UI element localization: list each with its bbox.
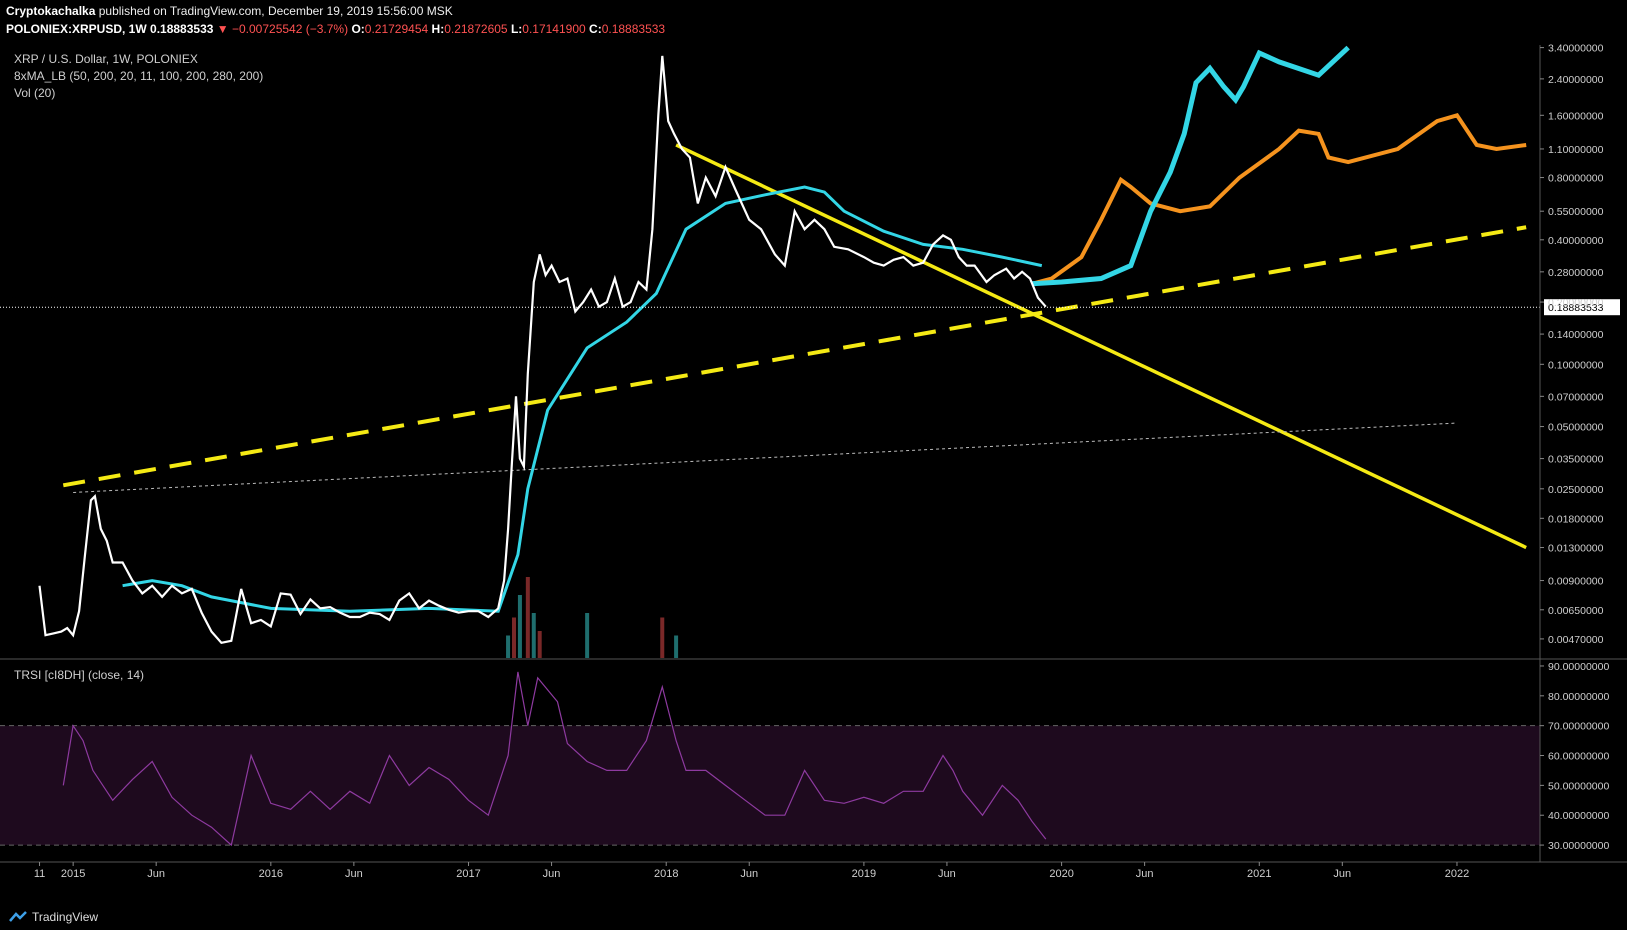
rsi-legend[interactable]: TRSI [cI8DH] (close, 14) — [14, 668, 145, 682]
price-tick-label: 0.80000000 — [1548, 173, 1604, 185]
brand-text: TradingView — [32, 910, 99, 924]
price-tick-label: 0.00900000 — [1548, 576, 1604, 588]
rsi-tick-label: 30.00000000 — [1548, 840, 1609, 852]
price-tick-label: 0.20000000 — [1548, 297, 1604, 309]
price-tick-label: 3.40000000 — [1548, 43, 1604, 55]
price-tick-label: 1.60000000 — [1548, 110, 1604, 122]
chart-title: XRP / U.S. Dollar, 1W, POLONIEX — [14, 52, 198, 66]
rsi-band — [0, 725, 1540, 846]
close-label: C: — [589, 22, 602, 36]
vol-legend[interactable]: Vol (20) — [14, 86, 56, 100]
low-value: 0.17141900 — [522, 22, 586, 36]
author-name[interactable]: Cryptokachalka — [6, 4, 96, 18]
volume-bar — [585, 613, 590, 658]
time-tick-label: Jun — [1333, 868, 1351, 880]
price-tick-label: 0.03500000 — [1548, 454, 1604, 466]
trendline — [62, 225, 1527, 488]
volume-bar — [506, 635, 511, 658]
time-tick-label: Jun — [345, 868, 363, 880]
time-tick-label: 2017 — [456, 868, 480, 880]
price-tick-label: 0.28000000 — [1548, 267, 1604, 279]
low-label: L: — [510, 22, 523, 36]
symbol-label: POLONIEX:XRPUSD, 1W — [6, 22, 147, 36]
price-tick-label: 0.00650000 — [1548, 605, 1604, 617]
time-tick-label: 2015 — [61, 868, 85, 880]
time-tick-label: 2020 — [1049, 868, 1073, 880]
rsi-tick-label: 90.00000000 — [1548, 661, 1609, 673]
rsi-pane[interactable] — [0, 671, 1540, 847]
open-label: O: — [351, 22, 365, 36]
price-tick-label: 0.07000000 — [1548, 391, 1604, 403]
axes: 0.18883533 3.40000000 2.40000000 1.60000000… — [0, 43, 1627, 880]
last-price-tag — [1544, 299, 1620, 316]
price-tick-label: 0.40000000 — [1548, 235, 1604, 247]
price-tick-label: 0.00470000 — [1548, 634, 1604, 646]
close-value: 0.18883533 — [601, 22, 666, 36]
time-tick-label: 2021 — [1247, 868, 1271, 880]
footer-brand[interactable]: TradingView — [8, 910, 98, 924]
time-tick-label: 2018 — [654, 868, 678, 880]
publish-header: Cryptokachalka published on TradingView.… — [6, 4, 453, 18]
high-label: H: — [431, 22, 445, 36]
price-tick-label: 0.01800000 — [1548, 513, 1604, 525]
rsi-tick-label: 50.00000000 — [1548, 780, 1609, 792]
high-value: 0.21872605 — [444, 22, 508, 36]
main-price-pane[interactable] — [0, 45, 1540, 658]
time-tick-label: Jun — [543, 868, 561, 880]
price-tick-label: 1.10000000 — [1548, 144, 1604, 156]
time-tick-label: Jun — [938, 868, 956, 880]
price-tick-label: 0.55000000 — [1548, 206, 1604, 218]
time-tick-label: 2022 — [1445, 868, 1469, 880]
price-change: ▼ −0.00725542 (−3.7%) — [216, 22, 349, 36]
time-tick-label: 2016 — [259, 868, 283, 880]
rsi-line — [62, 671, 1047, 847]
publish-info: published on TradingView.com, December 1… — [98, 4, 453, 18]
volume-bar — [674, 635, 679, 658]
trendline — [675, 143, 1527, 550]
volume-bar — [517, 595, 522, 658]
open-value: 0.21729454 — [364, 22, 429, 36]
volume-bar — [537, 631, 542, 658]
ma-cyan-line — [122, 185, 1043, 613]
ohlc-header: POLONIEX:XRPUSD, 1W 0.18883533 ▼ −0.0072… — [6, 22, 665, 36]
price-tick-label: 2.40000000 — [1548, 74, 1604, 86]
time-tick-label: Jun — [147, 868, 165, 880]
ma-legend[interactable]: 8xMA_LB (50, 200, 20, 11, 100, 200, 280,… — [14, 69, 264, 83]
trendline — [73, 422, 1457, 493]
price-tick-label: 0.10000000 — [1548, 359, 1604, 371]
time-tick-label: 2019 — [852, 868, 876, 880]
volume-bar — [660, 617, 665, 658]
price-tick-label: 0.02500000 — [1548, 484, 1604, 496]
rsi-tick-label: 60.00000000 — [1548, 751, 1609, 763]
forecast-cyan-line — [1031, 45, 1350, 287]
last-price: 0.18883533 — [150, 22, 214, 36]
price-tick-label: 0.14000000 — [1548, 329, 1604, 341]
volume-bar — [511, 617, 516, 658]
volume-bar — [531, 613, 536, 658]
time-tick-label: Jun — [1136, 868, 1154, 880]
price-line — [38, 55, 1047, 645]
time-tick-label: Jun — [740, 868, 758, 880]
price-tick-label: 0.01300000 — [1548, 543, 1604, 555]
rsi-tick-label: 80.00000000 — [1548, 691, 1609, 703]
volume-bar — [525, 577, 530, 658]
tradingview-logo-icon — [9, 911, 27, 922]
rsi-tick-label: 70.00000000 — [1548, 721, 1609, 733]
rsi-tick-label: 40.00000000 — [1548, 810, 1609, 822]
last-price-tag-text: 0.18883533 — [1548, 302, 1604, 314]
price-tick-label: 0.05000000 — [1548, 422, 1604, 434]
forecast-orange-line — [1031, 112, 1527, 286]
time-tick-label: 11 — [34, 868, 45, 880]
